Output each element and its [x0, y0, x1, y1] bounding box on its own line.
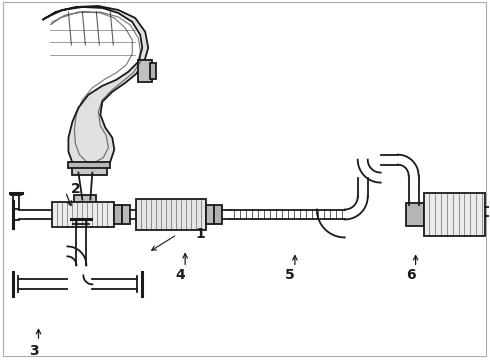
Bar	[406, 203, 423, 226]
Bar	[206, 204, 214, 225]
Text: 5: 5	[285, 268, 295, 282]
Bar	[122, 204, 130, 225]
Bar	[114, 204, 122, 225]
Bar	[150, 63, 156, 79]
Polygon shape	[43, 6, 148, 172]
Text: 3: 3	[29, 344, 38, 358]
Bar	[69, 162, 110, 168]
Bar	[423, 193, 486, 237]
Bar	[74, 194, 97, 203]
Bar	[214, 204, 222, 225]
Bar	[73, 165, 107, 175]
Text: 6: 6	[406, 268, 416, 282]
Text: 4: 4	[175, 268, 185, 282]
Bar	[138, 60, 152, 82]
Bar	[52, 202, 114, 228]
Text: 1: 1	[195, 228, 205, 242]
Text: 2: 2	[71, 181, 80, 195]
Bar	[136, 198, 206, 230]
